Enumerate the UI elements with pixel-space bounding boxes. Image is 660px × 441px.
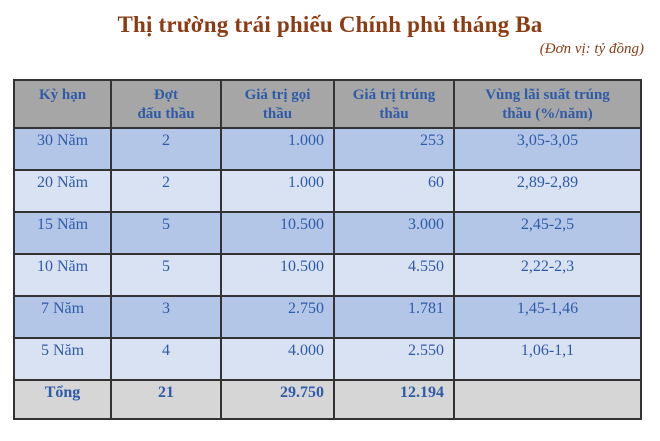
cell-awarded-value: 1.781 — [333, 295, 455, 339]
cell-total-label: Tổng — [13, 379, 112, 420]
cell-auction-count: 4 — [110, 337, 222, 381]
header-row: Kỳ hạn Đợt đấu thầu Giá trị gọi thầu Giá… — [13, 79, 642, 129]
cell-rate-range: 1,45-1,46 — [453, 295, 642, 339]
cell-awarded-value: 253 — [333, 127, 455, 171]
cell-offered-value: 10.500 — [220, 253, 335, 297]
cell-rate-range: 2,45-2,5 — [453, 211, 642, 255]
column-header-gia-tri-goi-thau: Giá trị gọi thầu — [220, 79, 335, 129]
cell-total-auction-count: 21 — [110, 379, 222, 420]
cell-awarded-value: 3.000 — [333, 211, 455, 255]
table-row-10-nam: 10 Năm 5 10.500 4.550 2,22-2,3 — [13, 253, 642, 297]
cell-tenor: 10 Năm — [13, 253, 112, 297]
column-header-vung-lai-suat: Vùng lãi suất trúng thầu (%/năm) — [453, 79, 642, 129]
cell-offered-value: 1.000 — [220, 169, 335, 213]
table-row-7-nam: 7 Năm 3 2.750 1.781 1,45-1,46 — [13, 295, 642, 339]
cell-total-awarded-value: 12.194 — [333, 379, 455, 420]
cell-tenor: 30 Năm — [13, 127, 112, 171]
table-row-5-nam: 5 Năm 4 4.000 2.550 1,06-1,1 — [13, 337, 642, 381]
cell-offered-value: 2.750 — [220, 295, 335, 339]
table-row-20-nam: 20 Năm 2 1.000 60 2,89-2,89 — [13, 169, 642, 213]
cell-auction-count: 2 — [110, 169, 222, 213]
unit-note: (Đơn vị: tỷ đồng) — [539, 41, 644, 57]
table-row-15-nam: 15 Năm 5 10.500 3.000 2,45-2,5 — [13, 211, 642, 255]
column-header-ky-han: Kỳ hạn — [13, 79, 112, 129]
column-header-dot-dau-thau: Đợt đấu thầu — [110, 79, 222, 129]
cell-awarded-value: 60 — [333, 169, 455, 213]
cell-total-rate-range — [453, 379, 642, 420]
cell-auction-count: 5 — [110, 253, 222, 297]
cell-tenor: 7 Năm — [13, 295, 112, 339]
cell-auction-count: 5 — [110, 211, 222, 255]
cell-rate-range: 3,05-3,05 — [453, 127, 642, 171]
cell-tenor: 5 Năm — [13, 337, 112, 381]
cell-rate-range: 1,06-1,1 — [453, 337, 642, 381]
page-title: Thị trường trái phiếu Chính phủ tháng Ba — [117, 12, 543, 37]
cell-awarded-value: 2.550 — [333, 337, 455, 381]
bond-auction-table: Kỳ hạn Đợt đấu thầu Giá trị gọi thầu Giá… — [13, 79, 642, 420]
table-row-total: Tổng 21 29.750 12.194 — [13, 379, 642, 420]
cell-auction-count: 2 — [110, 127, 222, 171]
cell-offered-value: 10.500 — [220, 211, 335, 255]
table-row-30-nam: 30 Năm 2 1.000 253 3,05-3,05 — [13, 127, 642, 171]
cell-offered-value: 1.000 — [220, 127, 335, 171]
cell-rate-range: 2,89-2,89 — [453, 169, 642, 213]
cell-awarded-value: 4.550 — [333, 253, 455, 297]
cell-offered-value: 4.000 — [220, 337, 335, 381]
cell-rate-range: 2,22-2,3 — [453, 253, 642, 297]
cell-tenor: 20 Năm — [13, 169, 112, 213]
cell-auction-count: 3 — [110, 295, 222, 339]
cell-tenor: 15 Năm — [13, 211, 112, 255]
column-header-gia-tri-trung-thau: Giá trị trúng thầu — [333, 79, 455, 129]
cell-total-offered-value: 29.750 — [220, 379, 335, 420]
bond-market-infographic: Thị trường trái phiếu Chính phủ tháng Ba… — [0, 12, 660, 441]
